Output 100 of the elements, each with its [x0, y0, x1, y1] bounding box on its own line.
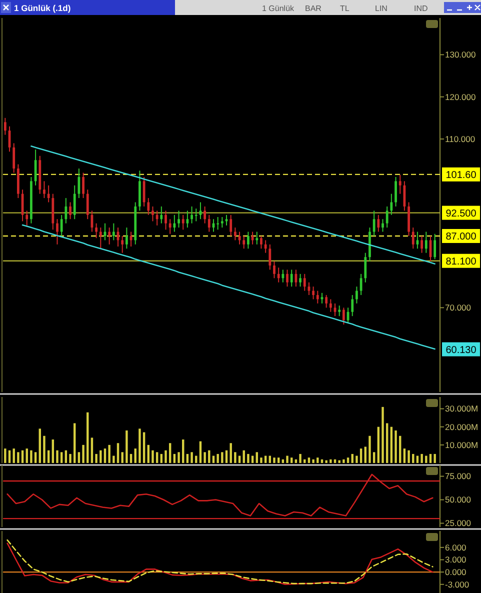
bar [130, 454, 132, 463]
candlestick [372, 210, 376, 236]
bar [60, 452, 63, 463]
bar [104, 448, 106, 463]
y-tick-label: -3.000 [445, 579, 470, 590]
candlestick [230, 214, 232, 236]
bar [82, 444, 84, 463]
y-tick-label: 130.000 [445, 50, 476, 60]
bar [403, 448, 406, 463]
annotation: 60.130 [446, 344, 477, 356]
candlestick [147, 198, 150, 216]
candlestick [312, 286, 315, 300]
y-tick-label: 110.000 [445, 134, 476, 144]
bar [56, 450, 58, 463]
candlestick [308, 282, 310, 296]
bar [160, 454, 163, 463]
candlestick [73, 184, 76, 220]
candlestick [60, 214, 63, 236]
candlestick [260, 235, 262, 250]
candlestick [220, 216, 224, 228]
candlestick [277, 267, 280, 283]
candlestick [173, 214, 176, 232]
bar [425, 456, 428, 463]
candlestick [282, 269, 284, 283]
candlestick [82, 172, 84, 199]
bar [247, 454, 250, 463]
bar [408, 450, 410, 463]
bar [108, 444, 110, 463]
candlestick [34, 149, 37, 186]
candlestick [164, 210, 167, 230]
bar [138, 428, 141, 463]
bar [86, 412, 89, 463]
bar [290, 458, 293, 463]
candlestick [360, 273, 362, 296]
bar [325, 460, 328, 463]
bar [230, 443, 232, 463]
bar [342, 459, 345, 463]
y-tick-label: 3.000 [445, 554, 467, 565]
candlestick [182, 214, 184, 230]
bar [69, 454, 72, 463]
ref-line-label: 81.100 [446, 256, 477, 268]
bar [356, 456, 358, 463]
bar [434, 454, 436, 463]
bar [330, 459, 332, 463]
bar [26, 448, 28, 463]
bar [256, 452, 258, 463]
candlestick [108, 227, 111, 245]
bar [147, 444, 150, 463]
bar [234, 452, 236, 463]
candlestick [178, 210, 180, 228]
bar [21, 450, 24, 463]
candlestick [4, 117, 6, 136]
bar [377, 426, 380, 463]
bar [34, 452, 37, 463]
bar [74, 423, 76, 463]
candlestick [86, 189, 89, 220]
candlestick [47, 184, 50, 203]
candlestick [204, 206, 206, 224]
candlestick [125, 227, 128, 250]
bar [182, 439, 184, 463]
candlestick [199, 202, 202, 220]
candlestick [95, 222, 98, 239]
candlestick [64, 198, 68, 224]
candlestick [356, 286, 358, 304]
bar [208, 450, 210, 463]
bar [221, 452, 224, 463]
candlestick [168, 218, 172, 234]
ref-line-label: 101.60 [446, 170, 477, 181]
candlestick [256, 231, 258, 245]
candlestick [69, 202, 72, 220]
candlestick [273, 260, 276, 279]
y-tick-label: 6.000 [445, 542, 467, 552]
candlestick [420, 235, 424, 254]
bar [260, 458, 262, 463]
candlestick [342, 307, 345, 326]
bar [308, 458, 310, 463]
bar [134, 448, 136, 463]
bar [78, 452, 80, 463]
candlestick [299, 273, 302, 288]
bar [4, 448, 6, 463]
bar [12, 448, 15, 463]
candlestick [12, 142, 16, 174]
bar [360, 448, 362, 463]
bar [316, 458, 319, 463]
bar [299, 454, 302, 463]
bar [47, 450, 50, 463]
candlestick [338, 305, 341, 317]
candlestick [208, 214, 210, 232]
candlestick [377, 214, 380, 232]
candlestick [251, 231, 254, 245]
bar [90, 438, 94, 463]
bar [121, 452, 124, 463]
bar [429, 454, 432, 463]
candlestick [194, 208, 198, 222]
y-tick-label: 75.000 [445, 471, 472, 482]
y-tick-label: 0.000 [445, 567, 467, 578]
bar [126, 430, 128, 463]
bar [204, 452, 206, 463]
chart-title: 1 Günlük (.1d) [14, 3, 71, 13]
candlestick [394, 176, 397, 207]
